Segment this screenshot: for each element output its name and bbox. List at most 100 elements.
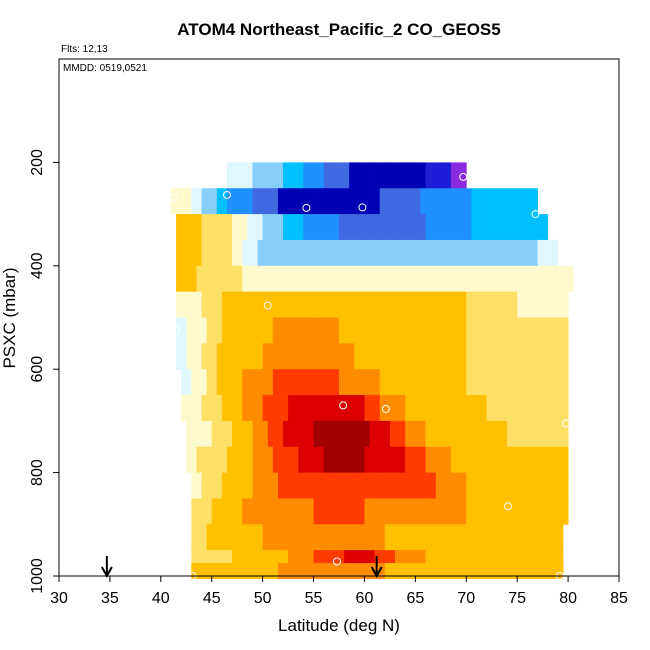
heat-cell [481, 472, 488, 499]
heat-cell [344, 446, 350, 473]
heat-cell [461, 317, 467, 344]
heat-cell [206, 369, 213, 396]
heat-cell [405, 524, 411, 551]
heat-cell [237, 446, 243, 473]
heat-cell [277, 395, 284, 422]
heat-cell [201, 343, 208, 370]
heat-cell [211, 420, 218, 448]
heat-cell [461, 291, 467, 318]
heat-cell [400, 162, 406, 189]
heat-cell [451, 446, 457, 473]
heat-cell [501, 472, 508, 499]
heat-cell [430, 162, 437, 189]
heat-cell [445, 498, 452, 525]
y-axis-label: PSXC (mbar) [0, 267, 19, 368]
heat-cell [344, 395, 350, 422]
heat-cell [267, 239, 274, 267]
heat-cell [552, 343, 559, 370]
heat-cell [242, 563, 248, 579]
heat-cell [293, 563, 299, 579]
heat-cell [257, 472, 264, 499]
heat-cell [400, 369, 406, 396]
heat-cell [201, 472, 208, 499]
heat-cell [201, 446, 208, 473]
heat-cell [501, 188, 508, 215]
heat-cell [374, 188, 381, 215]
heat-cell [486, 343, 493, 370]
x-tick-label: 45 [203, 590, 221, 607]
heat-cell [410, 446, 416, 473]
heat-cell [303, 291, 309, 318]
heat-cell [283, 214, 289, 241]
heat-cell [532, 214, 538, 241]
heat-cell [374, 446, 381, 473]
heat-cell [308, 472, 314, 499]
heat-cell [389, 317, 396, 344]
heat-cell [308, 265, 314, 293]
heat-cell [272, 446, 279, 473]
heat-cell [527, 395, 533, 422]
heat-cell [237, 343, 243, 370]
heat-cell [359, 317, 365, 344]
heat-cell [430, 395, 437, 422]
heat-cell [512, 498, 518, 525]
heat-cell [303, 524, 309, 551]
heat-cell [405, 446, 411, 473]
heat-cell [288, 524, 294, 551]
heat-cell [318, 343, 325, 370]
heat-cell [354, 239, 360, 267]
heat-cell [496, 498, 503, 525]
heat-cell [374, 524, 381, 551]
heat-cell [461, 214, 467, 241]
heat-cell [354, 343, 360, 370]
heat-cell [333, 291, 340, 318]
heat-cell [201, 214, 208, 241]
heat-cell [445, 472, 452, 499]
heat-cell [298, 317, 304, 344]
heat-cell [232, 498, 238, 525]
heat-cell [491, 563, 498, 579]
heat-cell [542, 524, 549, 551]
heat-cell [415, 498, 421, 525]
heat-cell [359, 343, 365, 370]
heat-cell [323, 162, 330, 189]
heat-cell [283, 188, 289, 215]
heat-cell [532, 239, 538, 267]
heat-cell [344, 563, 350, 579]
heat-cell [425, 343, 432, 370]
heat-cell [216, 343, 223, 370]
heat-cell [420, 343, 426, 370]
heat-cell [435, 239, 442, 267]
heat-cell [349, 524, 355, 551]
heat-cell [405, 214, 411, 241]
heat-cell [415, 446, 421, 473]
heat-cell [440, 498, 447, 525]
heat-cell [517, 291, 523, 318]
heat-cell [211, 498, 218, 525]
heat-cell [445, 214, 452, 241]
heat-cell [323, 524, 330, 551]
heat-cell [395, 472, 401, 499]
heat-cell [507, 214, 513, 241]
heat-cell [176, 214, 182, 241]
heat-cell [425, 395, 432, 422]
heat-cell [537, 343, 544, 370]
heat-cell [272, 188, 279, 215]
heat-cell [267, 446, 274, 473]
heat-cell [267, 214, 274, 241]
heat-cell [272, 343, 279, 370]
heat-cell [196, 265, 202, 293]
heat-cell [349, 472, 355, 499]
heat-cell [181, 265, 187, 293]
heat-cell [349, 343, 355, 370]
heat-cell [471, 317, 477, 344]
heat-cell [359, 162, 365, 189]
heat-cell [425, 265, 432, 293]
heat-cell [486, 317, 493, 344]
heat-cell [313, 563, 320, 579]
heat-cell [557, 420, 564, 448]
heat-cell [466, 214, 472, 241]
heat-cell [547, 563, 554, 579]
heat-cell [496, 472, 503, 499]
heat-cell [252, 239, 258, 267]
